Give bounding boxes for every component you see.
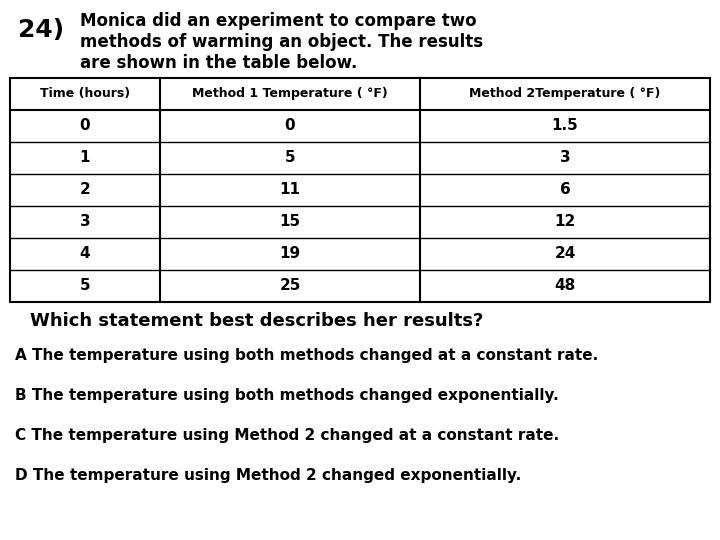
Text: 5: 5 [284,151,295,165]
Text: 0: 0 [80,118,90,133]
Text: 24: 24 [554,246,576,261]
Text: 1: 1 [80,151,90,165]
Text: 2: 2 [80,183,91,198]
Text: B The temperature using both methods changed exponentially.: B The temperature using both methods cha… [15,388,559,403]
Text: 48: 48 [554,279,575,294]
Text: 12: 12 [554,214,575,230]
Text: 24): 24) [18,18,64,42]
Text: 3: 3 [80,214,90,230]
Text: D The temperature using Method 2 changed exponentially.: D The temperature using Method 2 changed… [15,468,521,483]
Text: Which statement best describes her results?: Which statement best describes her resul… [30,312,483,330]
Text: 15: 15 [279,214,300,230]
Text: 19: 19 [279,246,300,261]
Text: 0: 0 [284,118,295,133]
Text: 1.5: 1.5 [552,118,578,133]
Text: 11: 11 [279,183,300,198]
Bar [10,78,710,302]
Text: 25: 25 [279,279,301,294]
Text: 3: 3 [559,151,570,165]
Text: Monica did an experiment to compare two: Monica did an experiment to compare two [80,12,477,30]
Text: are shown in the table below.: are shown in the table below. [80,54,357,72]
Text: C The temperature using Method 2 changed at a constant rate.: C The temperature using Method 2 changed… [15,428,559,443]
Text: 4: 4 [80,246,90,261]
Text: Method 1 Temperature ( °F): Method 1 Temperature ( °F) [192,87,388,100]
Text: Method 2Temperature ( °F): Method 2Temperature ( °F) [469,87,661,100]
Text: A The temperature using both methods changed at a constant rate.: A The temperature using both methods cha… [15,348,598,363]
Text: Time (hours): Time (hours) [40,87,130,100]
Text: 5: 5 [80,279,90,294]
Text: methods of warming an object. The results: methods of warming an object. The result… [80,33,483,51]
Text: 6: 6 [559,183,570,198]
